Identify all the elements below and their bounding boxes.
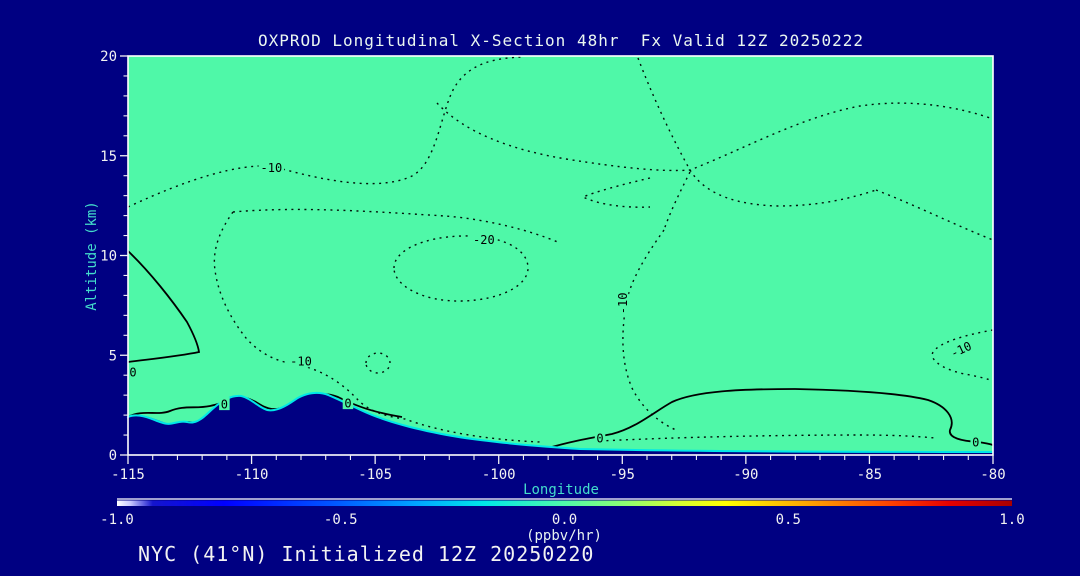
colorbar-units: (ppbv/hr) xyxy=(526,528,602,544)
y-axis-ticks: 0 5 10 15 20 xyxy=(100,49,128,464)
svg-text:-10: -10 xyxy=(290,355,312,369)
terrain-silhouette xyxy=(128,393,993,455)
x-tick-label: -110 xyxy=(235,467,269,483)
dotted-contours xyxy=(127,56,994,443)
x-tick-label: -100 xyxy=(482,467,516,483)
field-fill xyxy=(128,56,993,455)
svg-text:0: 0 xyxy=(596,432,603,446)
svg-text:-20: -20 xyxy=(473,233,495,247)
y-tick-label: 5 xyxy=(109,348,117,364)
colorbar-gradient xyxy=(117,500,1012,506)
colorbar: -1.0 -0.5 0.0 0.5 1.0 (ppbv/hr) xyxy=(100,498,1025,544)
colorbar-tick-label: 0.0 xyxy=(552,512,577,528)
colorbar-tick-label: 0.5 xyxy=(776,512,801,528)
contour-label: 0 xyxy=(342,396,354,411)
x-tick-label: -105 xyxy=(358,467,392,483)
colorbar-tick-label: -1.0 xyxy=(100,512,134,528)
y-tick-label: 0 xyxy=(109,448,117,464)
y-tick-label: 20 xyxy=(100,49,117,65)
contour-label: 0 xyxy=(970,435,981,450)
contour-label: -10 xyxy=(615,290,630,317)
svg-text:-10: -10 xyxy=(260,161,282,175)
x-tick-label: -95 xyxy=(610,467,635,483)
contour-label: 0 xyxy=(594,431,606,446)
x-axis-ticks: -115 -110 -105 -100 -95 -90 -85 -80 xyxy=(111,455,1006,483)
contour-label: -10 xyxy=(288,354,314,369)
y-tick-label: 15 xyxy=(100,149,117,165)
colorbar-tick-label: -0.5 xyxy=(324,512,358,528)
y-axis-title: Altitude (km) xyxy=(84,201,100,311)
terrain-group xyxy=(126,391,994,455)
colorbar-tick-labels: -1.0 -0.5 0.0 0.5 1.0 xyxy=(100,512,1025,528)
contour-label: 0 xyxy=(127,365,139,380)
contour-label: -20 xyxy=(471,232,497,247)
contour-label: -10 xyxy=(258,160,285,175)
x-tick-label: -85 xyxy=(857,467,882,483)
x-tick-label: -80 xyxy=(980,467,1005,483)
y-tick-label: 10 xyxy=(100,249,117,265)
svg-text:0: 0 xyxy=(972,436,979,450)
colorbar-tick-label: 1.0 xyxy=(999,512,1024,528)
svg-text:-10: -10 xyxy=(616,293,630,315)
x-axis-title: Longitude xyxy=(523,482,599,498)
init-caption: NYC (41°N) Initialized 12Z 20250220 xyxy=(138,542,595,566)
contour-label: 0 xyxy=(219,397,230,412)
x-tick-label: -90 xyxy=(733,467,758,483)
svg-text:0: 0 xyxy=(129,366,136,380)
x-tick-label: -115 xyxy=(111,467,145,483)
chart-title: OXPROD Longitudinal X-Section 48hr Fx Va… xyxy=(257,31,865,50)
svg-text:0: 0 xyxy=(221,398,228,412)
svg-text:0: 0 xyxy=(344,397,351,411)
